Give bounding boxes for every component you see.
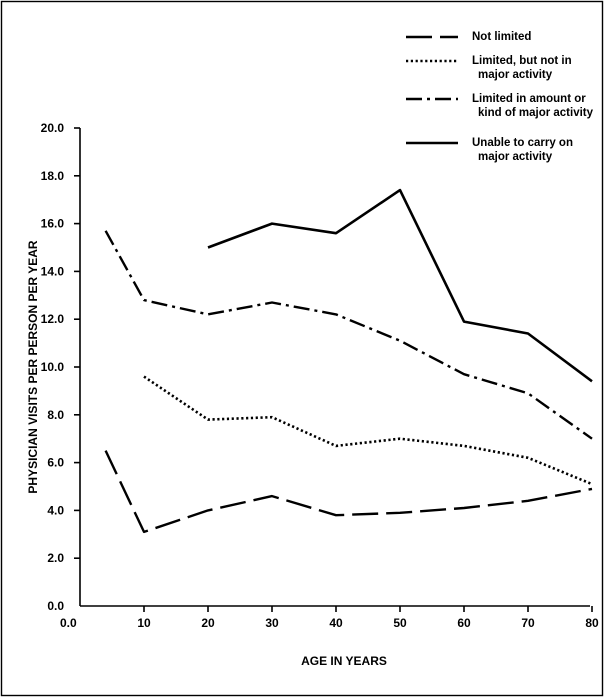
y-tick-label: 8.0 [47,408,64,422]
legend: Not limited Limited, but not in major acti… [406,31,594,163]
series-layer [104,188,593,534]
y-tick-label: 0.0 [47,599,64,613]
y-tick-label: 4.0 [47,503,64,517]
x-tick-label: 10 [137,616,151,630]
x-tick-label: 40 [329,616,343,630]
x-tick-label: 70 [521,616,535,630]
series-line-unable-major [207,188,593,383]
legend-label: kind of major activity [478,107,594,119]
y-tick-label: 6.0 [47,456,64,470]
y-tick-label: 20.0 [41,121,65,135]
y-tick-label: 2.0 [47,551,64,565]
x-tick-label: 20 [201,616,215,630]
x-tick-label: 80 [585,616,599,630]
y-tick-label: 10.0 [41,360,65,374]
y-axis-title: PHYSICIAN VISITS PER PERSON PER YEAR [26,240,40,494]
y-axis-ticks: 0.0 2.0 4.0 6.0 8.0 10.0 12.0 14.0 16.0 18.0 20.0 [41,121,80,613]
x-tick-label: 50 [393,616,407,630]
y-tick-label: 12.0 [41,312,65,326]
legend-label: Unable to carry on [472,137,573,149]
legend-label: major activity [478,151,553,163]
y-tick-label: 16.0 [41,217,65,231]
x-tick-label: 0.0 [60,616,77,630]
y-tick-label: 18.0 [41,169,65,183]
x-tick-label: 60 [457,616,471,630]
x-axis-ticks: 0.0 10 20 30 40 50 60 70 80 [60,606,599,630]
legend-label: Not limited [472,31,531,43]
legend-label: Limited, but not in [472,55,572,67]
series-line-limited-amount-kind [104,230,593,440]
series-line-not-limited [104,450,593,534]
y-tick-label: 14.0 [41,264,65,278]
x-tick-label: 30 [265,616,279,630]
series-line-limited-not-major [143,375,593,486]
x-axis-title: AGE IN YEARS [301,654,387,668]
legend-label: Limited in amount or [472,93,586,105]
legend-label: major activity [478,69,553,81]
